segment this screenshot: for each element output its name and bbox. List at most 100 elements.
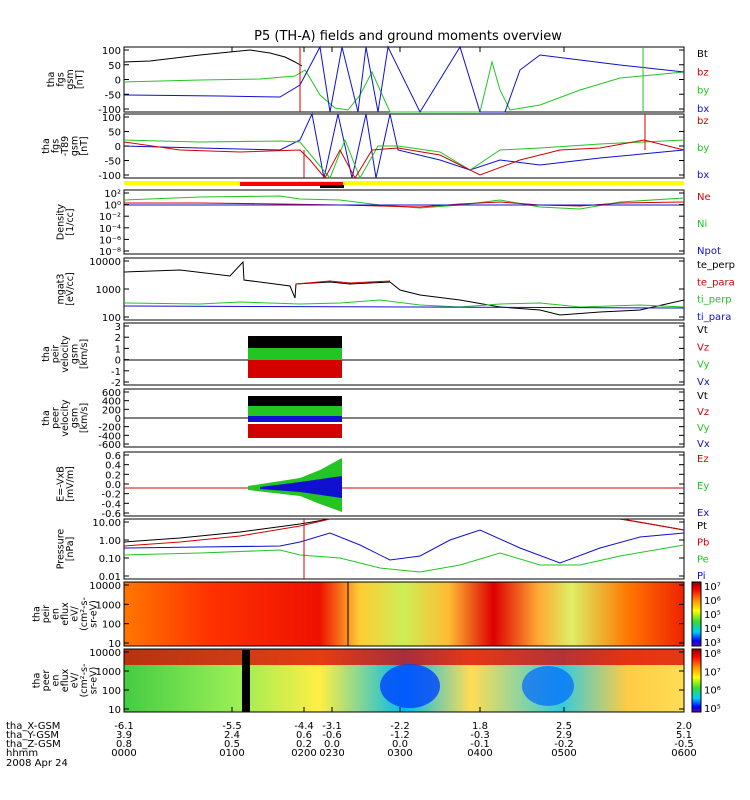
legend-entry: bx [697,170,709,181]
y-axis-label: fgs [51,139,62,153]
colorbar-tick-label: 10⁶ [704,686,721,697]
legend-entry: ti_para [697,312,731,323]
x-axis-row-label: tha_Z-GSM [6,739,61,750]
y-tick-label: 0.4 [105,461,121,472]
series-ni [123,195,685,210]
figure-title: P5 (TH-A) fields and ground moments over… [254,29,562,44]
y-tick-label: 1.00 [99,536,121,547]
y-tick-label: 3 [115,322,121,333]
series-bx-residual [123,112,685,179]
x-tick-label: 0.6 [296,730,312,741]
y-tick-label: 0 [115,76,121,87]
y-axis-label: [nT] [74,70,85,89]
flag-bar-yellow [124,181,684,185]
y-tick-label: 1000 [96,285,121,296]
legend-entry: Pt [697,521,707,532]
x-tick-label: 0230 [319,748,344,759]
legend-entry: Ni [697,219,707,230]
series-pb [123,518,685,547]
y-axis-label: gsm [70,136,81,156]
y-tick-label: 10000 [89,648,121,659]
x-axis: tha_X-GSM -6.1 -5.5 -4.4 -3.1 -2.2 1.8 2.5 2.0 th… [6,47,697,769]
panel-fgs-t89 [123,112,685,180]
y-axis-label: fgs [55,72,66,86]
y-tick-label: 100 [102,313,121,324]
x-axis-row-label: tha_X-GSM [6,721,60,732]
y-tick-label: 1 [115,344,121,355]
legend-entry: te_para [697,277,735,288]
y-axis-label: eflux [60,602,71,626]
y-axis-label: tha [46,72,57,88]
y-axis-label: peir [51,345,62,364]
y-axis-label: [km/s] [79,339,90,369]
x-tick-label: 0.0 [392,739,408,750]
y-tick-label: -50 [105,90,121,101]
series-vx [248,416,342,422]
data-gap [242,650,250,712]
series-ti-para [123,305,685,309]
legend-entry: Npot [697,246,721,257]
series-by [123,60,685,113]
series-vz [248,360,342,378]
x-tick-label: 5.1 [676,730,692,741]
x-tick-label: -4.4 [294,721,314,732]
y-tick-label: 10 [108,639,121,650]
spectrogram-fill [124,582,684,646]
y-tick-label: 10.00 [92,518,121,529]
y-tick-label: 50 [108,128,121,139]
y-tick-label: 10⁻⁶ [99,235,121,246]
legend-entry: te_perp [697,260,735,271]
x-tick-label: -3.1 [322,721,342,732]
y-tick-label: 0.01 [99,572,121,583]
spectrogram-blob [380,664,440,708]
y-tick-label: 0 [115,142,121,153]
y-axis-label: [nT] [79,136,90,155]
y-tick-label: 10000 [89,581,121,592]
y-axis-label: gsm [65,69,76,89]
panel-density [123,189,685,255]
panel-frame [123,322,685,386]
series-pe [123,544,685,573]
y-axis-label: tha [32,673,43,689]
x-tick-label: 0300 [387,748,412,759]
y-tick-label: 100 [102,620,121,631]
legend-entry: Vy [697,423,710,434]
series-te-para [295,280,391,285]
colorbar-tick-label: 10⁵ [704,704,721,715]
y-axis-label: tha [41,410,52,426]
panel-frame [123,189,685,255]
legend-entry: Vt [697,325,708,336]
y-axis-label: tha [41,138,52,154]
y-axis-label: sr-eV) [89,600,100,628]
x-tick-label: 3.9 [116,730,132,741]
legend-entry: Vz [697,342,709,353]
y-tick-label: -0.6 [101,509,121,520]
y-axis-label: [eV/cc] [65,272,76,305]
legend-entry: by [697,86,709,97]
y-tick-label: 400 [102,397,121,408]
panel-peer-velocity [123,388,685,448]
colorbar-tick-label: 10⁶ [704,596,721,607]
panel-frame [123,113,685,179]
series-bz-residual [123,139,685,180]
y-axis-label: Pressure [55,529,66,570]
legend-entry: Vx [697,377,710,388]
y-tick-label: 0 [115,356,121,367]
x-tick-label: 0400 [467,748,492,759]
date-label: 2008 Apr 24 [6,758,68,769]
x-tick-label: -0.1 [470,739,490,750]
spectrogram-top [124,649,684,665]
y-tick-label: -1 [111,367,121,378]
colorbar [691,581,702,647]
y-tick-label: 10² [104,189,121,200]
x-tick-label: 0.5 [224,739,240,750]
colorbar-tick-label: 10³ [704,638,721,649]
legend-entry: Pe [697,554,709,565]
series-vy [248,406,342,418]
series-bx [123,45,685,114]
colorbar-tick-label: 10⁸ [704,649,721,660]
x-tick-label: 0.0 [324,739,340,750]
x-tick-label: -2.2 [390,721,410,732]
y-tick-label: 100 [102,46,121,57]
x-tick-label: 0.8 [116,739,132,750]
